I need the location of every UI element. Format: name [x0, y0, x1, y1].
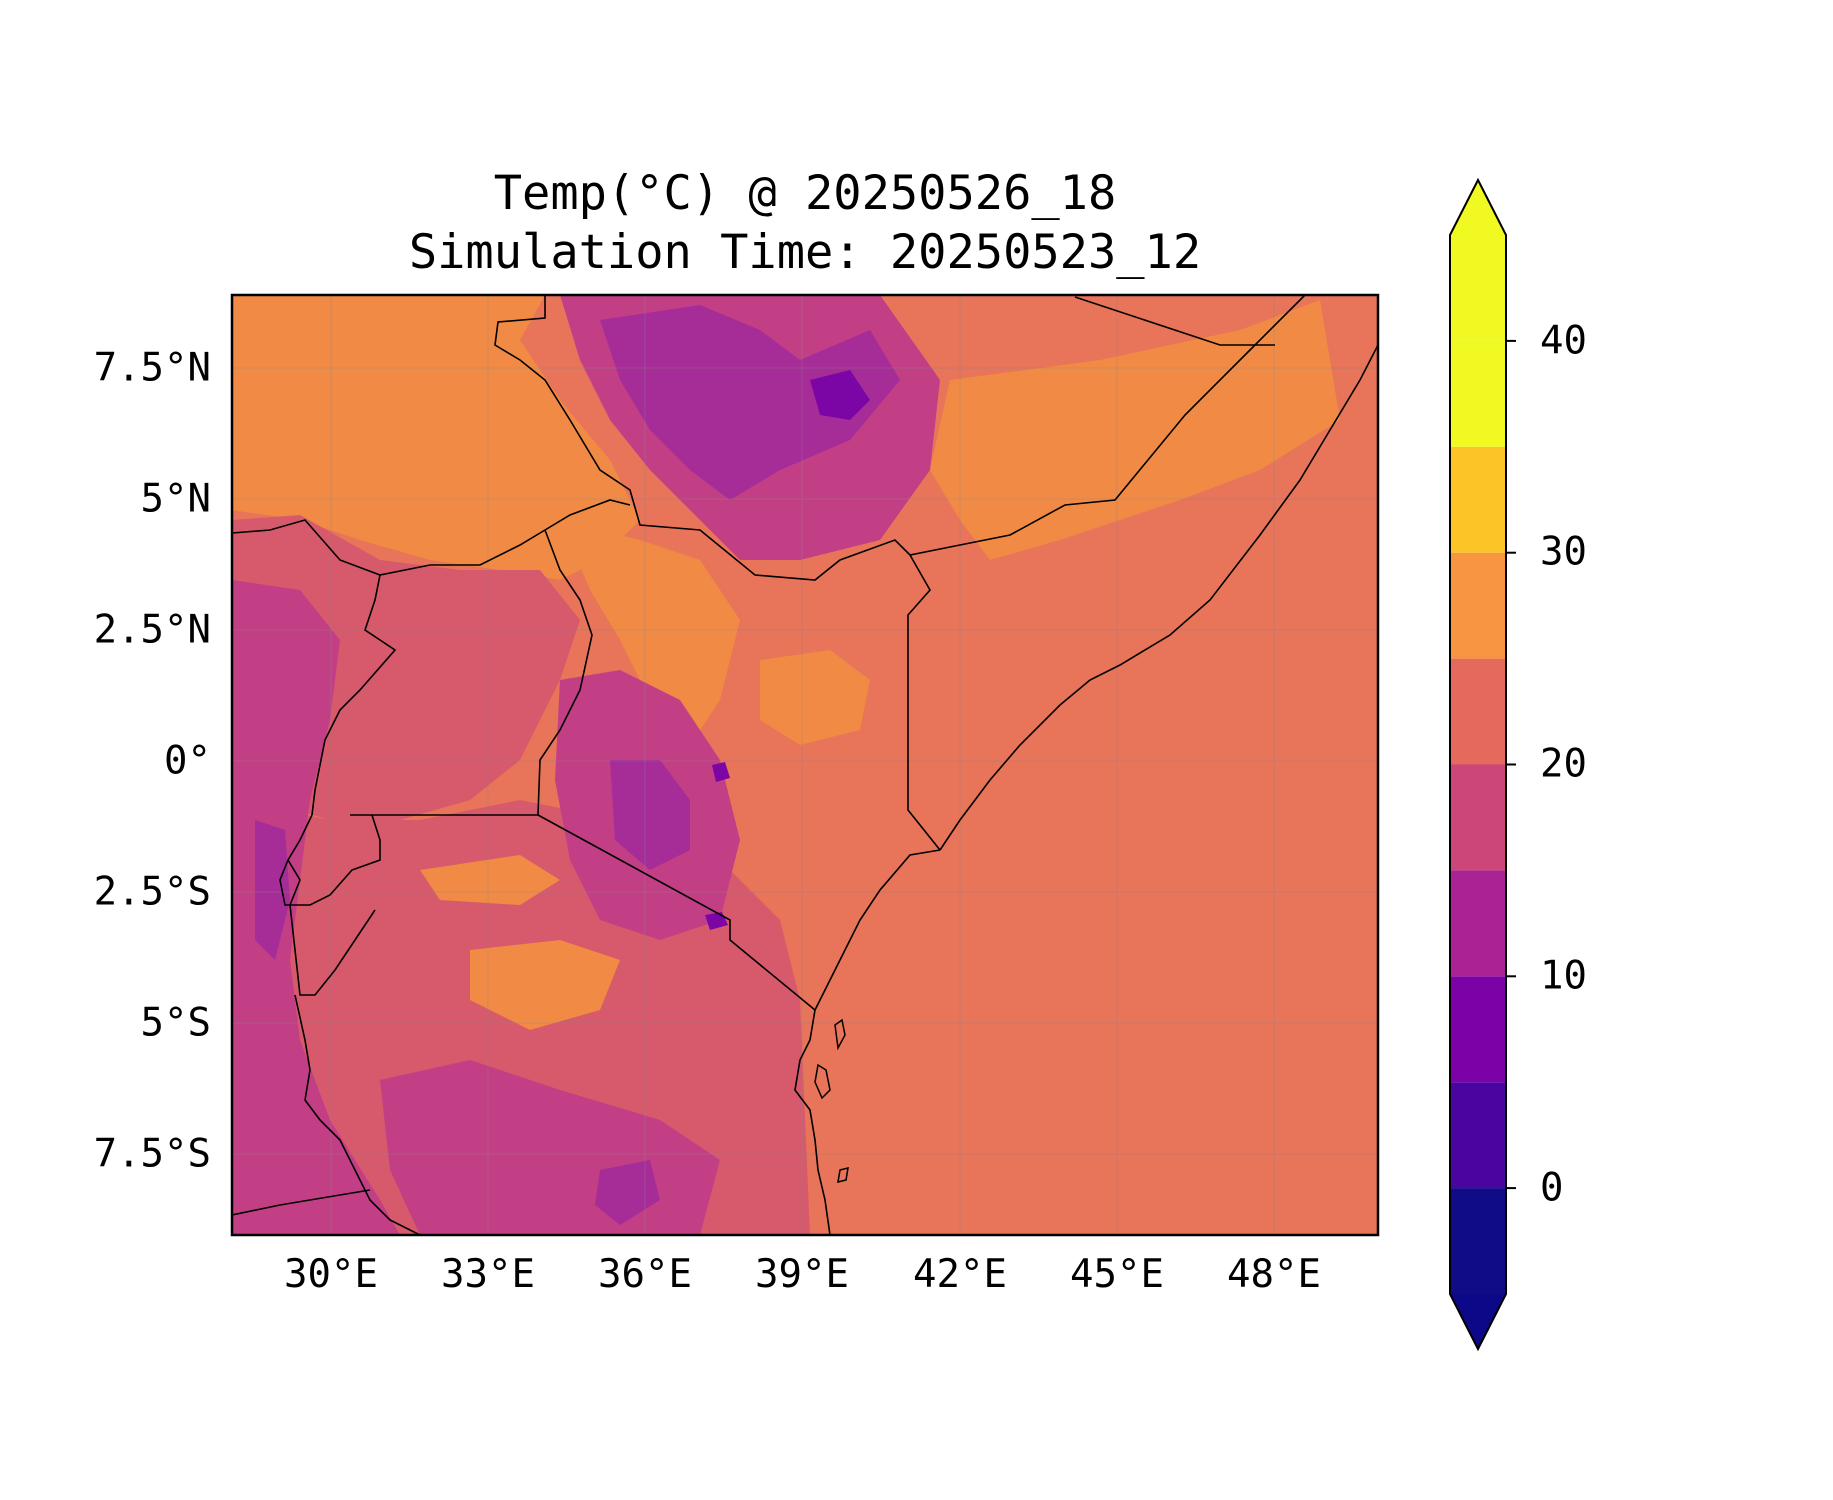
mafia-island	[837, 1166, 849, 1184]
lon-label-45e: 45°E	[1070, 1252, 1164, 1297]
map-frame	[230, 293, 1380, 1237]
colorbar-extend-under	[1450, 1294, 1506, 1349]
mt-kenya-coldest	[712, 762, 730, 782]
lat-label-5n: 5°N	[140, 476, 211, 522]
albertine-rift-cold	[255, 820, 290, 960]
east-kenya-warm-patch	[760, 650, 870, 745]
colorbar-segment	[1450, 446, 1506, 553]
ethiopia-highlands-coldest	[810, 370, 870, 420]
lon-label-30e: 30°E	[284, 1252, 378, 1297]
tanzania-warm-patch-2	[420, 855, 560, 905]
north-kenya-warm-region	[560, 520, 740, 760]
lon-label-48e: 48°E	[1227, 1252, 1321, 1297]
gridlines	[232, 295, 1378, 1235]
lat-label-2-5s: 2.5°S	[93, 869, 211, 915]
map-title-line-1: Temp(°C) @ 20250526_18	[493, 166, 1117, 221]
colorbar-label-40: 40	[1540, 318, 1587, 364]
ethiopia-highlands-cold	[600, 305, 900, 500]
south-sudan-warm-region	[232, 295, 640, 580]
colorbar-label-10: 10	[1540, 953, 1587, 999]
colorbar-segment	[1450, 1188, 1506, 1294]
colorbar-outline	[1449, 177, 1507, 1352]
colorbar-label-20: 20	[1540, 741, 1587, 787]
southern-highlands-cold	[595, 1160, 660, 1225]
colorbar-segment	[1450, 976, 1506, 1083]
colorbar-extend-over	[1450, 180, 1506, 235]
lat-label-2-5n: 2.5°N	[93, 607, 211, 653]
country-borders	[232, 295, 1378, 1235]
pemba-island	[834, 1018, 846, 1051]
lat-label-5s: 5°S	[140, 1000, 211, 1046]
map-title-line-2: Simulation Time: 20250523_12	[408, 225, 1202, 280]
colorbar-segment	[1450, 1082, 1506, 1189]
lon-label-33e: 33°E	[441, 1252, 535, 1297]
kenya-highlands-cold	[610, 760, 690, 870]
lon-label-42e: 42°E	[913, 1252, 1007, 1297]
lat-label-7-5n: 7.5°N	[93, 345, 211, 391]
tanzania-warm-patch	[470, 940, 620, 1030]
somalia-warm-region	[930, 300, 1340, 560]
lon-label-39e: 39°E	[755, 1252, 849, 1297]
colorbar-label-0: 0	[1540, 1165, 1564, 1211]
colorbar-segment	[1450, 340, 1506, 447]
colorbar-segment	[1450, 552, 1506, 659]
lat-label-0: 0°	[164, 738, 211, 784]
lon-label-36e: 36°E	[598, 1252, 692, 1297]
colorbar-segment	[1450, 658, 1506, 765]
colorbar-segment	[1450, 870, 1506, 977]
temperature-field	[232, 295, 1378, 1235]
colorbar	[1449, 177, 1516, 1352]
lat-label-7-5s: 7.5°S	[93, 1131, 211, 1177]
colorbar-segment	[1450, 235, 1506, 341]
albertine-rift-cool	[232, 580, 400, 1235]
zanzibar-island	[814, 1063, 831, 1100]
colorbar-segment	[1450, 764, 1506, 871]
colorbar-label-30: 30	[1540, 529, 1587, 575]
